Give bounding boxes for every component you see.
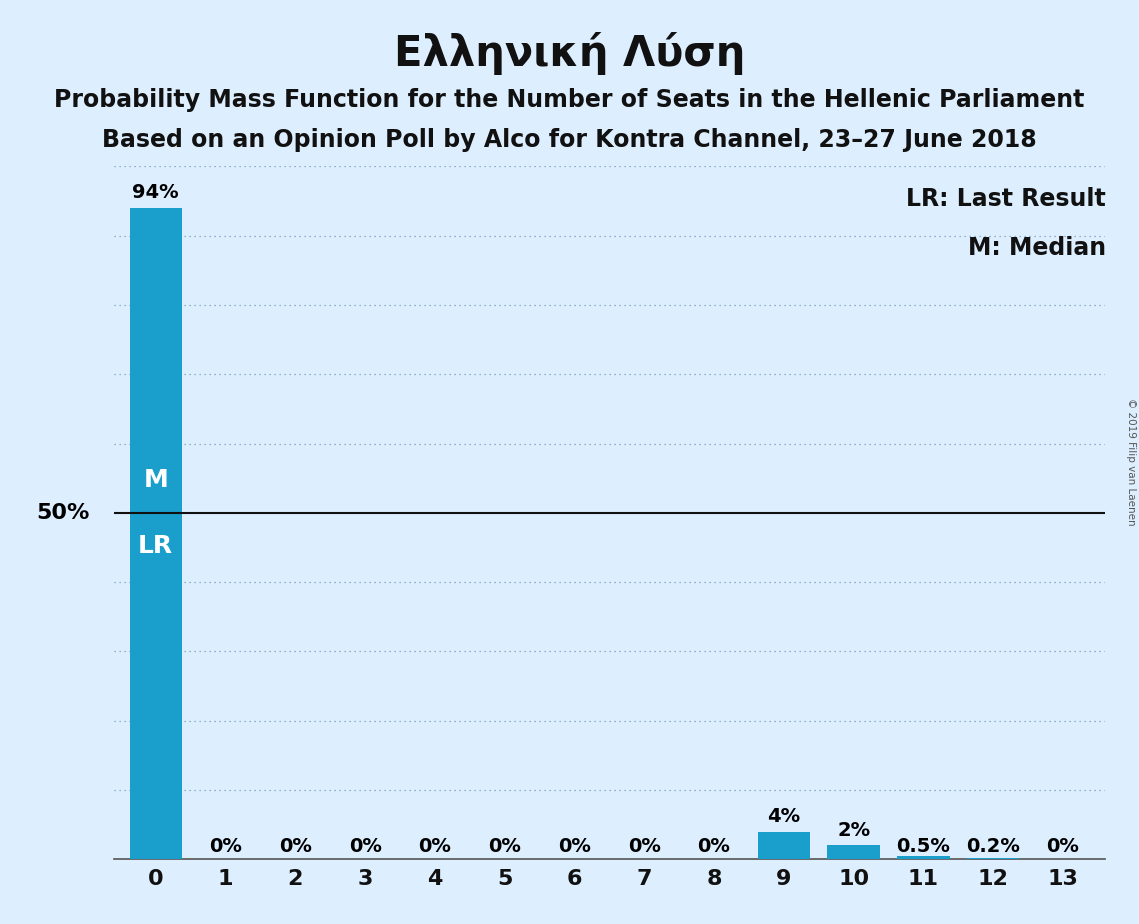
Text: Ελληνική Λύση: Ελληνική Λύση — [394, 32, 745, 76]
Bar — [130, 208, 182, 859]
Text: © 2019 Filip van Laenen: © 2019 Filip van Laenen — [1126, 398, 1136, 526]
Text: LR: LR — [138, 534, 173, 557]
Bar — [967, 857, 1019, 859]
Text: 0%: 0% — [697, 837, 730, 856]
Text: M: M — [144, 468, 169, 492]
Text: 0%: 0% — [279, 837, 312, 856]
Text: Based on an Opinion Poll by Alco for Kontra Channel, 23–27 June 2018: Based on an Opinion Poll by Alco for Kon… — [103, 128, 1036, 152]
Bar — [827, 845, 879, 859]
Text: LR: Last Result: LR: Last Result — [907, 188, 1106, 211]
Text: 0%: 0% — [628, 837, 661, 856]
Text: 0.2%: 0.2% — [966, 837, 1021, 856]
Text: 0%: 0% — [558, 837, 591, 856]
Text: M: Median: M: Median — [968, 236, 1106, 260]
Bar — [898, 856, 950, 859]
Bar — [757, 832, 810, 859]
Text: 0.5%: 0.5% — [896, 837, 950, 856]
Text: 0%: 0% — [1047, 837, 1080, 856]
Text: 0%: 0% — [210, 837, 241, 856]
Text: 0%: 0% — [418, 837, 451, 856]
Text: 0%: 0% — [349, 837, 382, 856]
Text: 4%: 4% — [768, 807, 801, 826]
Text: Probability Mass Function for the Number of Seats in the Hellenic Parliament: Probability Mass Function for the Number… — [55, 88, 1084, 112]
Text: 0%: 0% — [489, 837, 522, 856]
Text: 50%: 50% — [36, 503, 90, 523]
Text: 94%: 94% — [132, 183, 179, 202]
Text: 2%: 2% — [837, 821, 870, 840]
